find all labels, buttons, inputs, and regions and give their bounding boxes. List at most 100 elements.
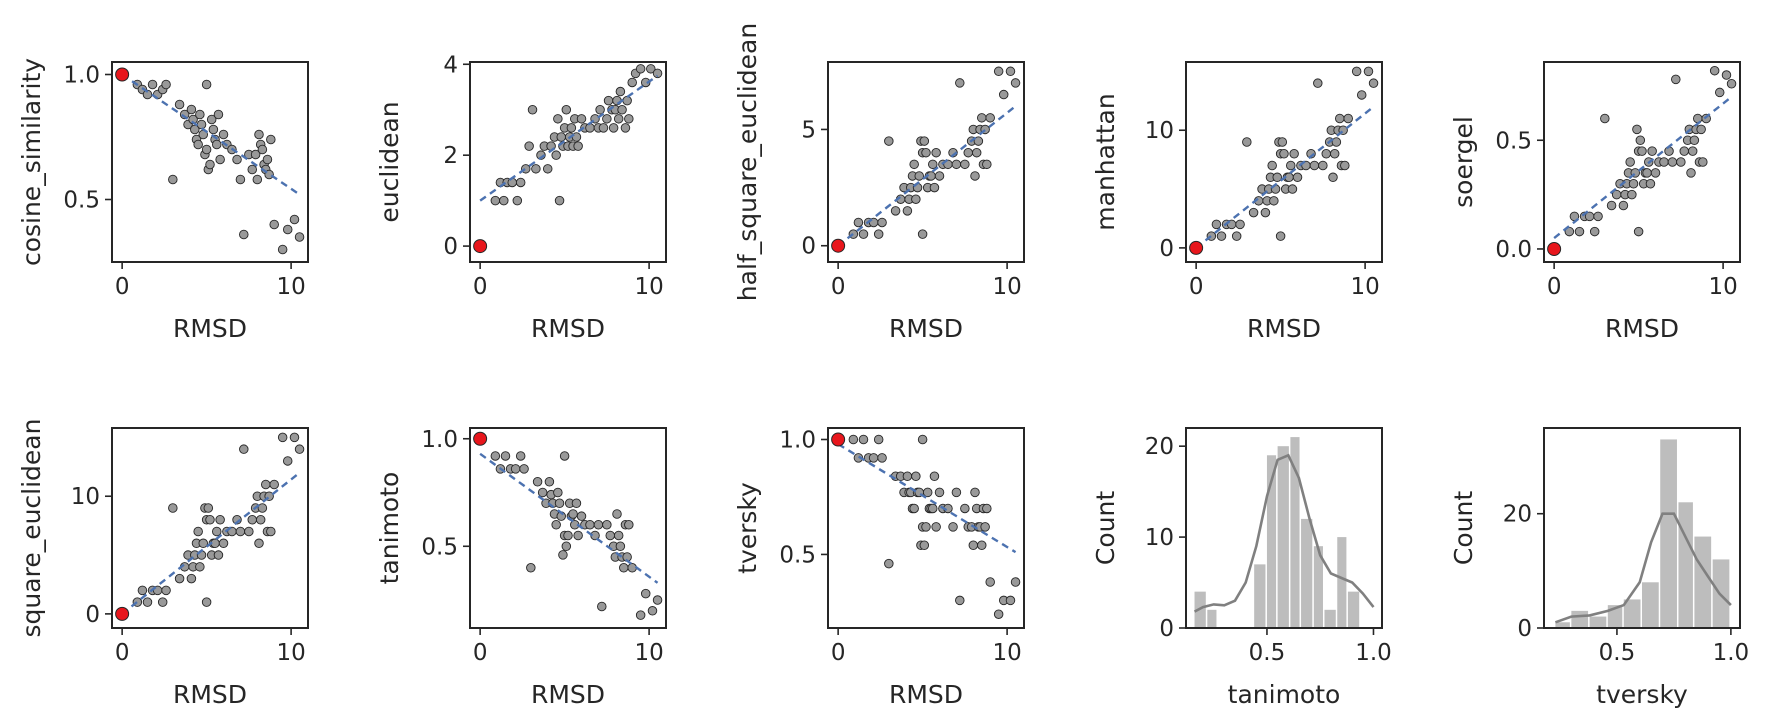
- data-point: [917, 229, 928, 239]
- data-point: [622, 95, 632, 106]
- data-point: [955, 595, 965, 606]
- data-point: [917, 434, 928, 445]
- y-tick: 1.0: [779, 427, 828, 453]
- y-tick-label: 10: [71, 484, 100, 510]
- data-point: [186, 573, 197, 584]
- plot-area: [1547, 65, 1737, 256]
- y-tick-label: 0: [443, 234, 458, 260]
- data-point: [261, 479, 271, 490]
- data-point: [500, 451, 511, 461]
- x-tick: 0: [831, 262, 845, 300]
- y-tick-label: 1.0: [421, 427, 458, 453]
- y-tick: 0: [1517, 616, 1544, 642]
- data-point: [928, 503, 938, 514]
- x-tick-label: 10: [276, 274, 305, 300]
- x-tick-label: 0: [115, 640, 130, 666]
- data-point: [247, 515, 257, 525]
- data-point: [1331, 137, 1342, 147]
- data-point: [624, 114, 634, 124]
- data-point: [922, 487, 933, 498]
- data-point: [257, 503, 268, 513]
- data-point: [142, 597, 153, 607]
- x-axis-label: tversky: [1596, 680, 1688, 709]
- x-axis-label: RMSD: [1605, 314, 1679, 343]
- y-tick: 0.5: [63, 188, 112, 214]
- y-tick-label: 1.0: [779, 427, 816, 453]
- y-tick-label: 0: [801, 234, 816, 260]
- x-tick: 1.0: [1713, 628, 1749, 666]
- histogram-bar: [1337, 537, 1347, 628]
- data-point: [294, 444, 305, 454]
- data-point: [208, 124, 219, 135]
- axes-frame: [111, 427, 309, 629]
- data-point: [1363, 66, 1374, 77]
- data-point: [1698, 157, 1708, 167]
- axes-frame: [1185, 427, 1383, 629]
- trend-line: [1195, 105, 1375, 249]
- data-point: [612, 509, 622, 519]
- data-point: [252, 174, 263, 185]
- axes-frame: [111, 61, 309, 263]
- x-axis-label: RMSD: [173, 314, 247, 343]
- data-point: [1005, 595, 1016, 606]
- data-point: [1260, 207, 1271, 218]
- y-axis-label: Count: [1449, 491, 1478, 565]
- x-tick-label: 0: [473, 640, 488, 666]
- axes-frame: [1185, 61, 1383, 263]
- data-point: [1593, 211, 1603, 222]
- x-tick-label: 0: [115, 274, 130, 300]
- data-point: [524, 141, 534, 151]
- trend-line: [121, 471, 301, 615]
- data-point: [1696, 124, 1706, 135]
- data-point: [213, 109, 224, 120]
- data-point: [157, 597, 168, 607]
- data-point: [595, 104, 605, 115]
- data-point: [968, 540, 979, 550]
- x-axis-label: RMSD: [173, 680, 247, 709]
- data-point: [244, 526, 254, 537]
- data-point: [877, 453, 887, 463]
- data-point: [215, 515, 225, 525]
- data-point: [161, 79, 171, 90]
- data-point: [873, 229, 884, 239]
- data-point: [970, 487, 980, 498]
- data-point: [1343, 113, 1353, 124]
- data-point: [615, 541, 626, 552]
- data-point: [998, 89, 1009, 100]
- kde-curve: [1193, 453, 1375, 613]
- y-tick: 2: [443, 143, 470, 169]
- histogram-bar: [1555, 622, 1570, 628]
- data-point: [615, 86, 626, 97]
- histogram-bar: [1589, 616, 1607, 628]
- x-tick: 0: [473, 262, 487, 300]
- data-point: [205, 159, 215, 170]
- data-point: [1726, 78, 1737, 89]
- data-point: [262, 154, 273, 165]
- data-point: [873, 434, 884, 445]
- data-point: [193, 526, 203, 537]
- data-point: [646, 64, 656, 74]
- histogram-bar: [1313, 546, 1323, 628]
- data-point: [161, 585, 171, 596]
- data-point: [254, 129, 264, 140]
- data-point: [551, 520, 561, 530]
- data-point: [635, 610, 646, 620]
- data-point: [919, 136, 930, 146]
- panel-tversky_sc: 0 10 0.5 1.0 RMSD tversky: [733, 427, 1025, 709]
- data-point: [971, 147, 982, 158]
- data-point: [1248, 207, 1259, 218]
- data-point: [914, 171, 924, 181]
- data-point: [635, 64, 646, 74]
- data-point: [640, 588, 651, 599]
- data-point: [1574, 226, 1585, 237]
- y-tick: 20: [1145, 434, 1186, 460]
- data-point: [1313, 78, 1323, 88]
- data-point: [602, 520, 612, 530]
- x-tick-label: 0.5: [1249, 640, 1286, 666]
- x-tick: 10: [992, 262, 1022, 300]
- data-point: [526, 563, 536, 573]
- y-tick: 0: [85, 602, 112, 628]
- x-tick: 10: [276, 262, 306, 300]
- x-axis-label: RMSD: [531, 314, 605, 343]
- y-tick-label: 0: [85, 602, 100, 628]
